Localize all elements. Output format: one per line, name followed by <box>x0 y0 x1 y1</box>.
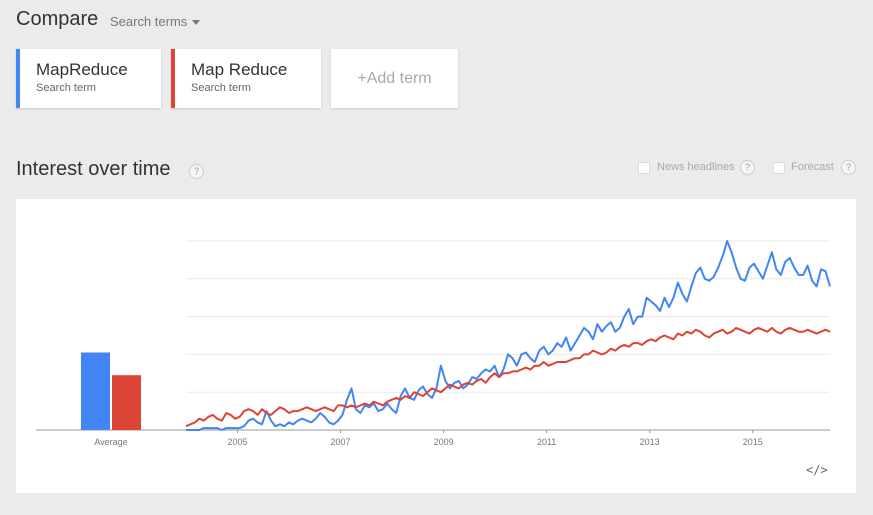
average-bar-1 <box>81 352 110 430</box>
series-line-2 <box>185 326 831 428</box>
news-headlines-label: News headlines <box>657 161 735 173</box>
term-color-accent <box>171 49 175 108</box>
help-icon[interactable]: ? <box>189 164 204 179</box>
series-line-1 <box>186 240 831 431</box>
x-tick-label: 2011 <box>537 437 556 447</box>
embed-code-icon[interactable]: </> <box>806 463 828 477</box>
average-label: Average <box>94 437 127 447</box>
x-tick-label: 2005 <box>228 437 248 447</box>
x-tick-label: 2009 <box>434 437 454 447</box>
term-card-2[interactable]: Map Reduce Search term <box>171 49 321 108</box>
average-bar-2 <box>112 375 141 430</box>
forecast-checkbox[interactable] <box>773 162 785 174</box>
term-card-1[interactable]: MapReduce Search term <box>16 49 161 108</box>
caret-down-icon <box>192 20 201 26</box>
chart-panel: Average 2005 2007 2009 2011 2013 2015 <box>16 199 856 493</box>
term-subtitle: Search term <box>36 82 96 94</box>
news-help-icon[interactable]: ? <box>740 160 755 175</box>
section-title: Interest over time <box>16 158 171 180</box>
add-term-button[interactable]: +Add term <box>331 49 458 108</box>
page-title: Compare <box>16 8 99 30</box>
forecast-help-icon[interactable]: ? <box>841 160 856 175</box>
news-headlines-checkbox[interactable] <box>638 162 650 174</box>
term-name: MapReduce <box>36 60 128 79</box>
search-terms-label: Search terms <box>110 14 188 29</box>
search-terms-dropdown[interactable]: Search terms <box>110 14 201 29</box>
x-tick-label: 2007 <box>331 437 351 447</box>
term-color-accent <box>16 49 20 108</box>
forecast-label: Forecast <box>791 161 834 173</box>
term-name: Map Reduce <box>191 60 288 79</box>
term-subtitle: Search term <box>191 82 251 94</box>
interest-over-time-chart: Average 2005 2007 2009 2011 2013 2015 <box>36 240 831 447</box>
x-tick-label: 2015 <box>743 437 763 447</box>
x-tick-label: 2013 <box>640 437 660 447</box>
